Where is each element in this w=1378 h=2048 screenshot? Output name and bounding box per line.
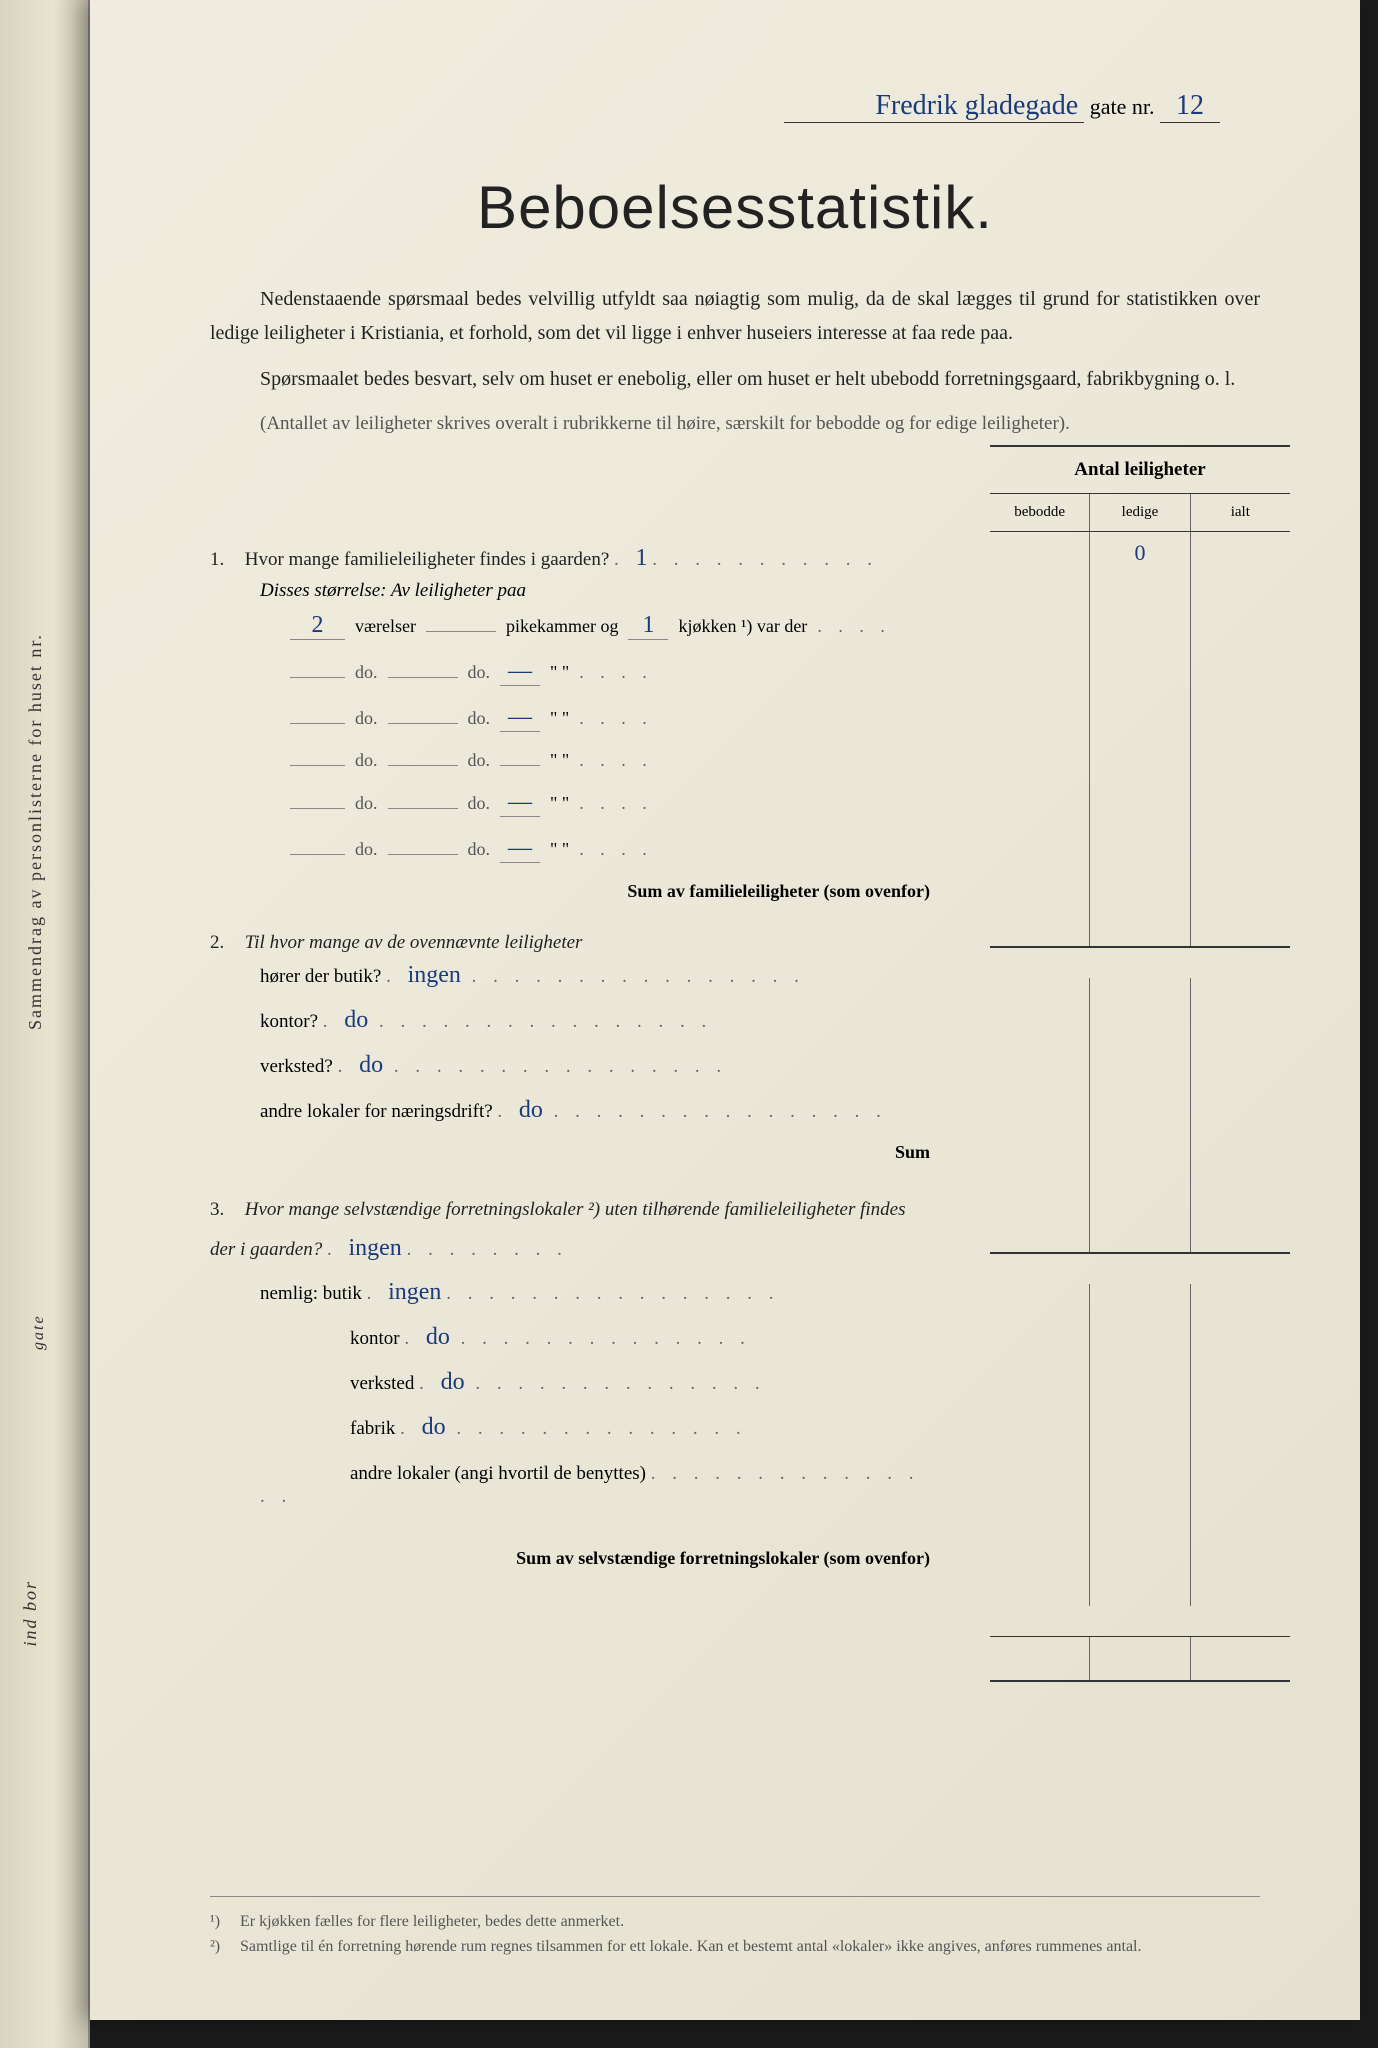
table-row bbox=[990, 1514, 1290, 1560]
q3-sum-label: Sum av selvstændige forretningslokaler (… bbox=[210, 1548, 930, 1569]
antal-table: Antal leiligheter bebodde ledige ialt 0 bbox=[990, 445, 1290, 1682]
col-bebodde: bebodde bbox=[990, 494, 1089, 531]
table-row-sum bbox=[990, 1208, 1290, 1254]
q3-answer: ingen bbox=[348, 1235, 401, 1261]
gate-label: gate nr. bbox=[1090, 94, 1155, 119]
table-row bbox=[990, 856, 1290, 902]
footnote-2: ²)Samtlige til én forretning hørende rum… bbox=[210, 1934, 1260, 1960]
spine-text-gate: gate bbox=[30, 1100, 48, 1350]
header-line: Fredrik gladegade gate nr. 12 bbox=[210, 90, 1260, 123]
q3-line: fabrik . do . . . . . . . . . . . . . . bbox=[260, 1414, 930, 1441]
question-3: 3. Hvor mange selvstændige forretningslo… bbox=[210, 1193, 930, 1270]
intro-paragraph-1: Nedenstaaende spørsmaal bedes velvillig … bbox=[210, 282, 1260, 350]
table-column-headers: bebodde ledige ialt bbox=[990, 494, 1290, 532]
table-row bbox=[990, 580, 1290, 626]
table-row bbox=[990, 1560, 1290, 1606]
size-row: 2værelserpikekammer og1kjøkken ¹) var de… bbox=[290, 612, 930, 640]
col-ledige: ledige bbox=[1089, 494, 1189, 531]
q3-line: verksted . do . . . . . . . . . . . . . … bbox=[260, 1369, 930, 1396]
q1-sum-label: Sum av familieleiligheter (som ovenfor) bbox=[210, 881, 930, 902]
document-container: Sammendrag av personlisterne for huset n… bbox=[0, 0, 1378, 2048]
q1-answer: 1 bbox=[636, 545, 648, 571]
q3-line: andre lokaler (angi hvortil de benyttes)… bbox=[260, 1459, 930, 1508]
intro-paragraph-2: Spørsmaalet bedes besvart, selv om huset… bbox=[210, 362, 1260, 396]
book-spine: Sammendrag av personlisterne for huset n… bbox=[0, 0, 90, 2048]
table-row-sum bbox=[990, 902, 1290, 948]
table-row bbox=[990, 1024, 1290, 1070]
table-row bbox=[990, 672, 1290, 718]
table-row bbox=[990, 764, 1290, 810]
table-row bbox=[990, 1468, 1290, 1514]
size-row: do.do.—" " . . . . bbox=[290, 789, 930, 817]
table-row bbox=[990, 1116, 1290, 1162]
q2-line: hører der butik? . ingen . . . . . . . .… bbox=[260, 962, 930, 989]
q1-subtitle: Disses størrelse: Av leiligheter paa bbox=[260, 580, 930, 602]
spine-text-bottom: ind bor bbox=[20, 1580, 41, 1647]
footnote-1: ¹)Er kjøkken fælles for flere leilighete… bbox=[210, 1909, 1260, 1935]
question-1: 1. Hvor mange familieleiligheter findes … bbox=[210, 545, 930, 572]
table-row-sum bbox=[990, 1636, 1290, 1682]
table-row bbox=[990, 1284, 1290, 1330]
question-2: 2. Til hvor mange av de ovennævnte leili… bbox=[210, 932, 930, 954]
col-ialt: ialt bbox=[1190, 494, 1290, 531]
q3-line: kontor . do . . . . . . . . . . . . . . bbox=[260, 1324, 930, 1351]
q2-sum-label: Sum bbox=[210, 1142, 930, 1163]
size-row: do.do." " . . . . bbox=[290, 750, 930, 771]
q2-line: kontor? . do . . . . . . . . . . . . . .… bbox=[260, 1007, 930, 1034]
street-name-handwritten: Fredrik gladegade bbox=[875, 90, 1078, 121]
table-row bbox=[990, 1422, 1290, 1468]
questions-area: 1. Hvor mange familieleiligheter findes … bbox=[210, 465, 930, 1568]
form-area: Antal leiligheter bebodde ledige ialt 0 bbox=[210, 465, 1260, 1568]
table-row bbox=[990, 1376, 1290, 1422]
intro-paragraph-3: (Antallet av leiligheter skrives overalt… bbox=[210, 408, 1260, 440]
document-title: Beboelsesstatistik. bbox=[210, 173, 1260, 242]
document-page: Fredrik gladegade gate nr. 12 Beboelsess… bbox=[90, 0, 1360, 2020]
table-header: Antal leiligheter bbox=[990, 445, 1290, 494]
footnotes: ¹)Er kjøkken fælles for flere leilighete… bbox=[210, 1896, 1260, 1960]
table-row bbox=[990, 1330, 1290, 1376]
q2-line: verksted? . do . . . . . . . . . . . . .… bbox=[260, 1052, 930, 1079]
size-row: do.do.—" " . . . . bbox=[290, 658, 930, 686]
table-row: 0 bbox=[990, 532, 1290, 580]
table-row bbox=[990, 626, 1290, 672]
table-row bbox=[990, 718, 1290, 764]
q3-nemlig: nemlig: butik . ingen . . . . . . . . . … bbox=[260, 1279, 930, 1306]
spine-text-top: Sammendrag av personlisterne for huset n… bbox=[25, 130, 46, 1030]
gate-number-handwritten: 12 bbox=[1176, 90, 1204, 121]
q2-line: andre lokaler for næringsdrift? . do . .… bbox=[260, 1097, 930, 1124]
table-row bbox=[990, 978, 1290, 1024]
size-row: do.do.—" " . . . . bbox=[290, 704, 930, 732]
table-row bbox=[990, 1070, 1290, 1116]
table-body: 0 bbox=[990, 532, 1290, 1682]
table-row bbox=[990, 1162, 1290, 1208]
size-row: do.do.—" " . . . . bbox=[290, 835, 930, 863]
table-row bbox=[990, 810, 1290, 856]
